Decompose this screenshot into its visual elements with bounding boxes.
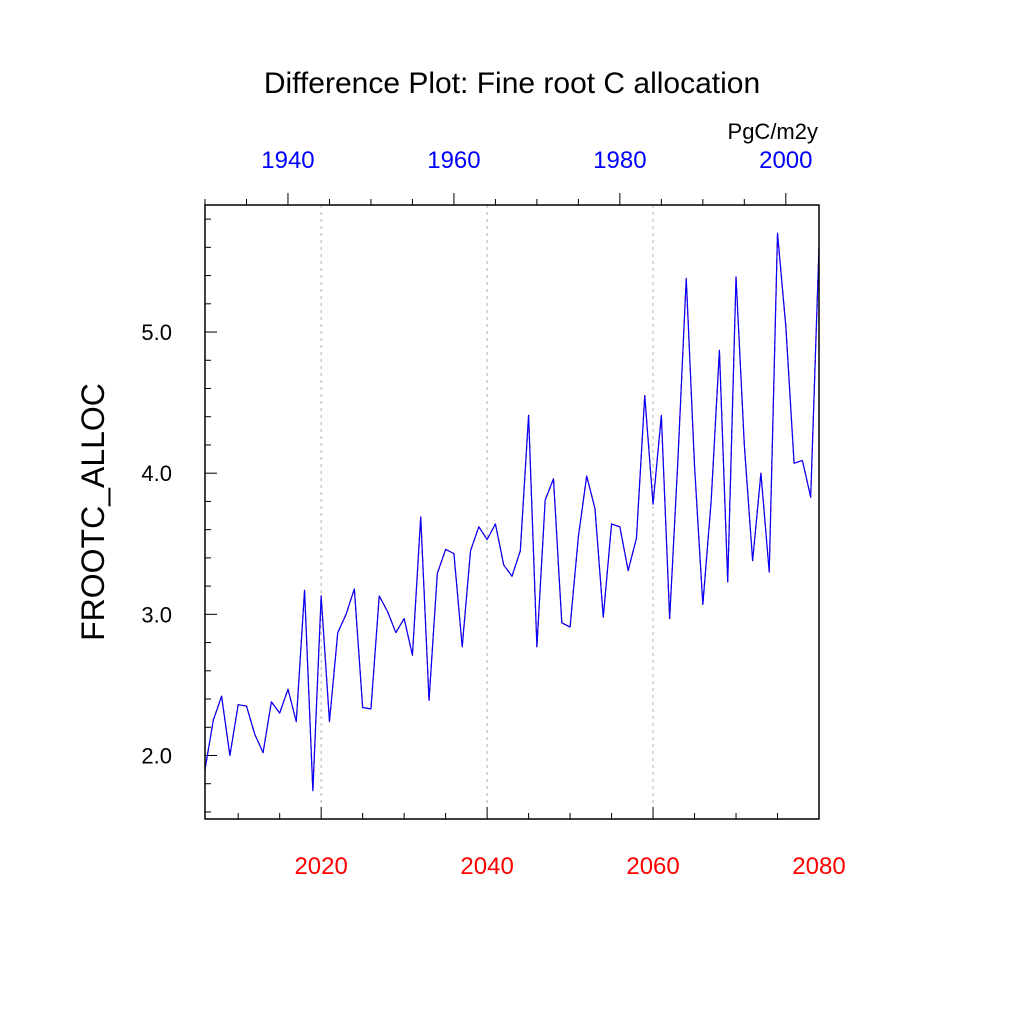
- top-tick-label: 1980: [593, 147, 646, 174]
- series-lines: [204, 232, 820, 792]
- bottom-tick-label: 2060: [626, 853, 679, 880]
- units-label: PgC/m2y: [728, 119, 818, 144]
- left-tick-label: 4.0: [141, 461, 172, 486]
- top-tick-label: 1960: [427, 147, 480, 174]
- plot-frame: [204, 204, 820, 820]
- bottom-tick-label: 2080: [792, 853, 845, 880]
- bottom-tick-label: 2040: [460, 853, 513, 880]
- series-line: [204, 232, 820, 792]
- left-tick-label: 5.0: [141, 320, 172, 345]
- top-tick-label: 1940: [261, 147, 314, 174]
- chart-title: Difference Plot: Fine root C allocation: [264, 67, 760, 100]
- bottom-tick-label: 2020: [294, 853, 347, 880]
- grid-lines: [320, 205, 654, 819]
- left-tick-label: 2.0: [141, 743, 172, 768]
- axes: 2020 2040 2060 2080 1940 1960 1980 2000 2.0 3.0 4.…: [141, 147, 845, 880]
- left-tick-label: 3.0: [141, 602, 172, 627]
- y-axis-label: FROOTC_ALLOC: [75, 383, 111, 641]
- top-tick-label: 2000: [759, 147, 812, 174]
